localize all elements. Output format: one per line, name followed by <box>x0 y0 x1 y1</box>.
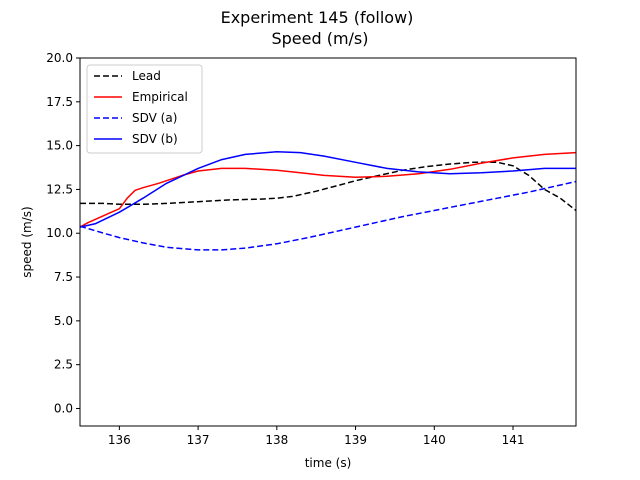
y-tick-label: 7.5 <box>54 270 73 284</box>
x-tick-label: 137 <box>187 433 210 447</box>
y-axis: 0.0 2.5 5.0 7.5 10.0 12.5 15.0 17.5 20.0 <box>46 51 80 415</box>
y-tick-label: 12.5 <box>46 182 73 196</box>
x-tick-label: 141 <box>502 433 525 447</box>
y-axis-label: speed (m/s) <box>20 206 34 277</box>
y-tick-label: 17.5 <box>46 95 73 109</box>
x-tick-label: 140 <box>423 433 446 447</box>
plot-area <box>80 151 576 251</box>
legend-box <box>86 64 203 154</box>
chart-title: Experiment 145 (follow) <box>221 8 414 27</box>
x-tick-label: 139 <box>344 433 367 447</box>
y-tick-label: 15.0 <box>46 139 73 153</box>
y-tick-label: 2.5 <box>54 358 73 372</box>
series-line-empirical <box>80 151 576 228</box>
y-tick-label: 0.0 <box>54 401 73 415</box>
x-axis-label: time (s) <box>305 456 352 470</box>
series-line-lead <box>80 161 576 212</box>
legend: Lead Empirical SDV (a) SDV (b) <box>86 64 203 154</box>
chart-subtitle: Speed (m/s) <box>271 29 368 48</box>
series-line-sdv-b <box>80 151 576 228</box>
y-tick-label: 5.0 <box>54 314 73 328</box>
y-tick-label: 10.0 <box>46 226 73 240</box>
x-tick-label: 136 <box>108 433 131 447</box>
legend-label-sdv-a: SDV (a) <box>132 111 177 125</box>
legend-label-lead: Lead <box>132 69 161 83</box>
x-tick-label: 138 <box>265 433 288 447</box>
x-axis: 136 137 138 139 140 141 <box>108 426 525 447</box>
plot-frame <box>79 57 577 427</box>
legend-label-empirical: Empirical <box>132 90 188 104</box>
y-tick-label: 20.0 <box>46 51 73 65</box>
legend-label-sdv-b: SDV (b) <box>132 132 178 146</box>
series-line-sdv-a <box>80 180 576 251</box>
